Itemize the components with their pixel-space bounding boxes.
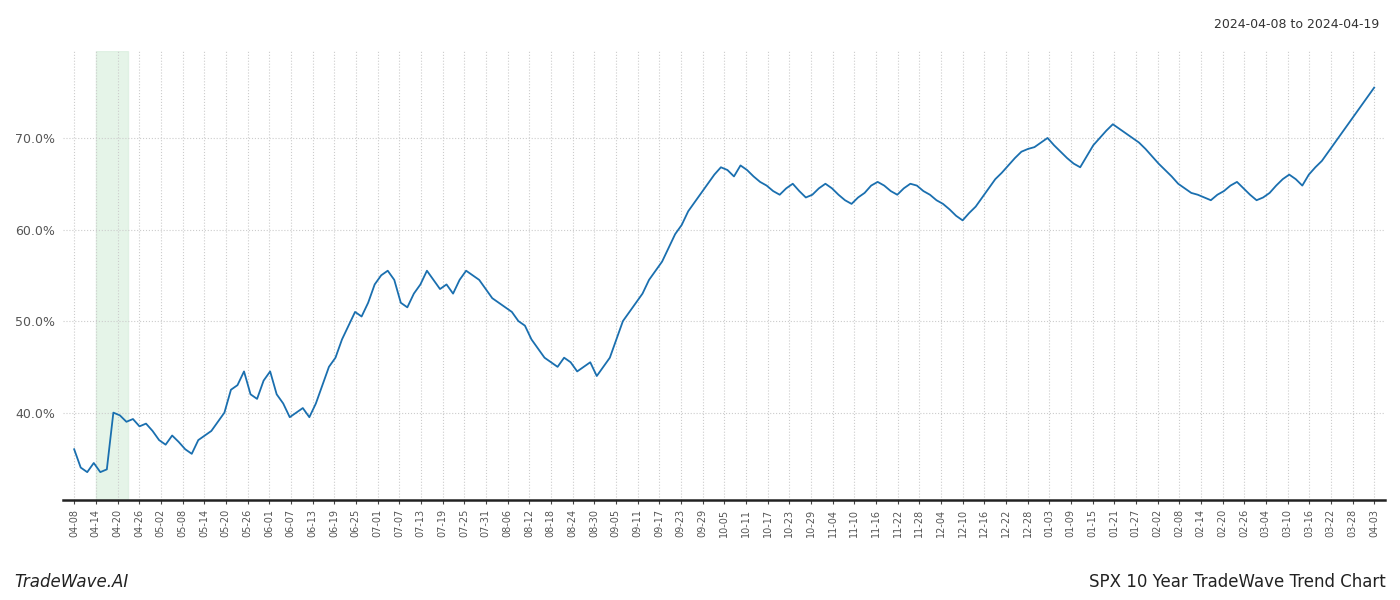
Text: TradeWave.AI: TradeWave.AI	[14, 573, 129, 591]
Bar	[95, 51, 129, 500]
Text: 2024-04-08 to 2024-04-19: 2024-04-08 to 2024-04-19	[1214, 18, 1379, 31]
Text: SPX 10 Year TradeWave Trend Chart: SPX 10 Year TradeWave Trend Chart	[1089, 573, 1386, 591]
